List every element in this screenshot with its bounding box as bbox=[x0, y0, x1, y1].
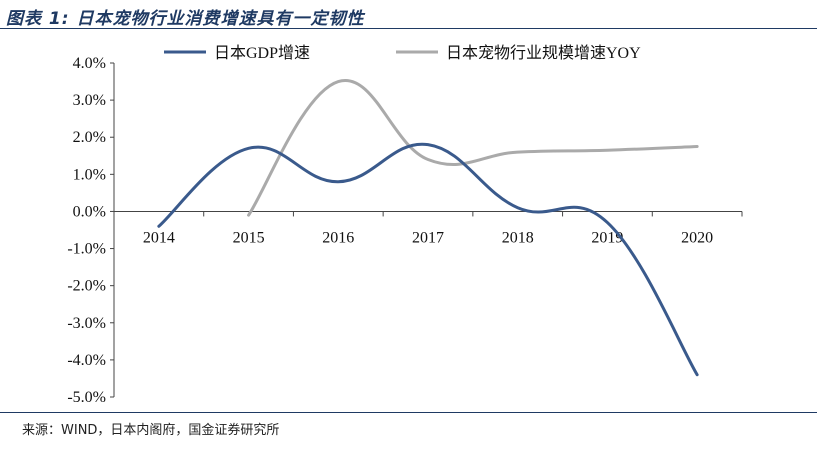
x-tick-label: 2014 bbox=[143, 229, 175, 246]
x-tick-label: 2015 bbox=[233, 229, 265, 246]
series-lines bbox=[157, 78, 699, 377]
y-tick-label: -1.0% bbox=[67, 241, 106, 258]
x-tick-label: 2016 bbox=[322, 229, 354, 246]
legend: 日本GDP增速 日本宠物行业规模增速YOY bbox=[164, 44, 641, 62]
source-note: 来源：WIND，日本内阁府，国金证券研究所 bbox=[22, 423, 280, 438]
x-tick-label: 2018 bbox=[502, 229, 534, 246]
series-line-1 bbox=[157, 142, 699, 377]
y-tick-label: 4.0% bbox=[73, 55, 106, 72]
legend-label-2: 日本宠物行业规模增速YOY bbox=[446, 44, 641, 62]
y-tick-label: -5.0% bbox=[67, 389, 106, 406]
legend-label-1: 日本GDP增速 bbox=[214, 44, 310, 62]
title-rule bbox=[0, 28, 817, 29]
axes: 4.0% 3.0% 2.0% 1.0% 0.0% -1.0% -2.0% -3.0% -4.0%… bbox=[67, 55, 743, 406]
y-tick-label: 3.0% bbox=[73, 92, 106, 109]
y-tick-label: -4.0% bbox=[67, 352, 106, 369]
y-tick-label: -2.0% bbox=[67, 278, 106, 295]
line-chart: 4.0% 3.0% 2.0% 1.0% 0.0% -1.0% -2.0% -3.0% -4.0%… bbox=[67, 44, 743, 406]
series-line-2 bbox=[247, 78, 699, 217]
y-tick-label: -3.0% bbox=[67, 315, 106, 332]
y-tick-label: 1.0% bbox=[73, 166, 106, 183]
x-tick-label: 2017 bbox=[412, 229, 444, 246]
y-tick-label: 2.0% bbox=[73, 129, 106, 146]
x-tick-label: 2020 bbox=[681, 229, 713, 246]
source-rule bbox=[0, 412, 817, 413]
x-tick-label: 2019 bbox=[591, 229, 623, 246]
y-tick-label: 0.0% bbox=[73, 203, 106, 220]
figure-title: 图表 1: 日本宠物行业消费增速具有一定韧性 bbox=[6, 9, 365, 29]
